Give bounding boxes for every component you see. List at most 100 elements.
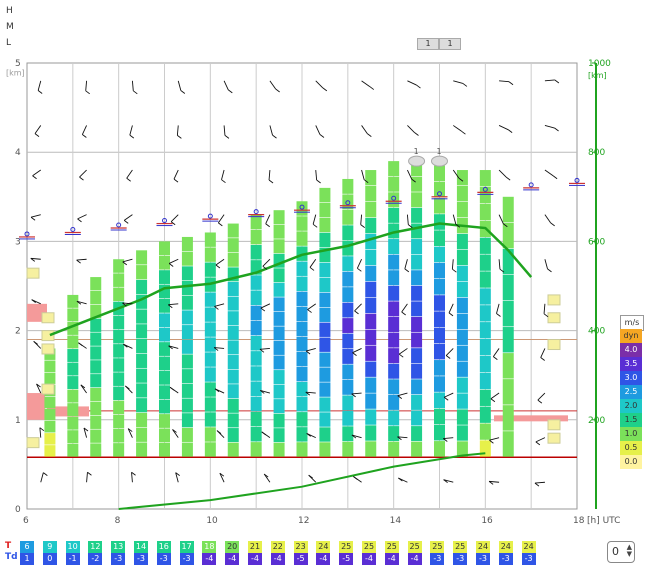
wind-barb	[453, 80, 464, 84]
column-cell	[365, 281, 377, 298]
column-cell	[204, 397, 216, 412]
column-cell	[502, 353, 514, 379]
right-axis-label: [km]	[588, 71, 607, 80]
x-tick-label: 12	[298, 516, 309, 526]
boundary-layer-line	[49, 222, 533, 337]
column-cell	[342, 271, 354, 287]
column-cell	[296, 427, 308, 442]
wind-barb	[263, 473, 269, 478]
column-cell	[479, 440, 491, 457]
side-box	[26, 267, 40, 279]
left-axis-label: [km]	[6, 68, 25, 77]
column-cell	[113, 372, 125, 386]
column-cell	[479, 423, 491, 440]
wind-barb	[172, 429, 179, 438]
column-cell	[136, 383, 148, 398]
column-cell	[296, 397, 308, 412]
step-spinner[interactable]: 0 ▲ ▼	[607, 541, 635, 563]
wind-barb	[168, 345, 173, 350]
wind-barb	[351, 434, 357, 439]
wind-barb	[30, 258, 36, 262]
column-cell	[136, 265, 148, 280]
wind-barb	[448, 303, 454, 314]
column-cell	[204, 442, 216, 457]
column-cell	[319, 262, 331, 278]
wind-barb	[398, 477, 403, 482]
wind-barb	[543, 313, 549, 318]
wind-barb	[79, 176, 84, 181]
wind-barb	[554, 79, 560, 84]
column-cell	[434, 311, 445, 328]
wind-barb	[554, 127, 559, 132]
column-cell	[319, 307, 331, 322]
column-cell	[365, 297, 377, 314]
column-cell	[250, 426, 262, 442]
wind-barb	[168, 258, 179, 264]
wind-barb	[76, 258, 87, 261]
dew-point-cell: -4	[384, 553, 399, 565]
toggle-button-2[interactable]: 1	[439, 38, 461, 50]
wind-barb	[269, 125, 273, 136]
wind-barb	[351, 434, 362, 439]
wind-barb	[123, 214, 133, 221]
dew-point-cell: -3	[453, 553, 468, 565]
column-cell	[411, 254, 423, 270]
lcl-dot	[207, 213, 213, 219]
column-cell	[44, 420, 56, 433]
column-cell	[90, 429, 102, 443]
wind-barb	[127, 428, 133, 438]
wind-barb	[214, 347, 225, 349]
wind-barb	[451, 259, 454, 270]
column-cell	[319, 382, 331, 397]
x-tick-label: 8	[115, 516, 121, 526]
column-cell	[90, 374, 102, 388]
wind-barb	[37, 90, 43, 94]
column-cell	[456, 249, 468, 266]
column-cell	[67, 335, 79, 349]
dew-point-cell: -5	[293, 553, 308, 565]
column-cell	[181, 325, 193, 340]
wind-barb	[361, 80, 371, 87]
spinner-arrows-icon[interactable]: ▲ ▼	[626, 543, 632, 558]
column-cell	[90, 332, 102, 346]
column-cell	[227, 442, 239, 457]
column-cell	[388, 348, 400, 364]
column-cell	[342, 225, 354, 241]
column-cell	[319, 217, 331, 233]
column-cell	[67, 416, 79, 430]
wind-barb	[543, 303, 546, 314]
legend-entry: 2.0	[620, 399, 642, 413]
column-cell	[136, 279, 148, 295]
column-cell	[388, 176, 400, 192]
column-cell	[227, 398, 239, 413]
lcl-dot	[482, 186, 488, 192]
wind-barb	[34, 133, 40, 137]
column-cell	[296, 261, 308, 276]
column-cell	[434, 214, 445, 230]
column-cell	[502, 196, 514, 223]
column-cell	[388, 223, 400, 239]
column-cell	[204, 232, 216, 247]
wind-barb	[503, 223, 508, 228]
column-cell	[181, 236, 193, 252]
dew-point-cell: -4	[316, 553, 331, 565]
x-tick-label: 6	[23, 516, 29, 526]
column-cell	[204, 337, 216, 352]
column-cell	[319, 247, 331, 263]
column-cell	[456, 361, 468, 377]
wind-barb	[34, 125, 42, 134]
column-cell	[388, 410, 400, 426]
temperature-cell: 25	[384, 541, 399, 553]
column-cell	[388, 285, 400, 301]
column-cell	[136, 412, 148, 428]
column-cell	[159, 270, 170, 284]
toggle-button-1[interactable]: 1	[417, 38, 439, 50]
surface-flux-line	[118, 452, 486, 510]
column-cell	[479, 406, 491, 423]
column-cell	[342, 209, 354, 225]
wind-barb	[176, 125, 179, 136]
column-cell	[136, 442, 148, 457]
wind-barb	[406, 214, 409, 225]
lcl-dot	[253, 209, 259, 215]
column-cell	[365, 249, 377, 266]
